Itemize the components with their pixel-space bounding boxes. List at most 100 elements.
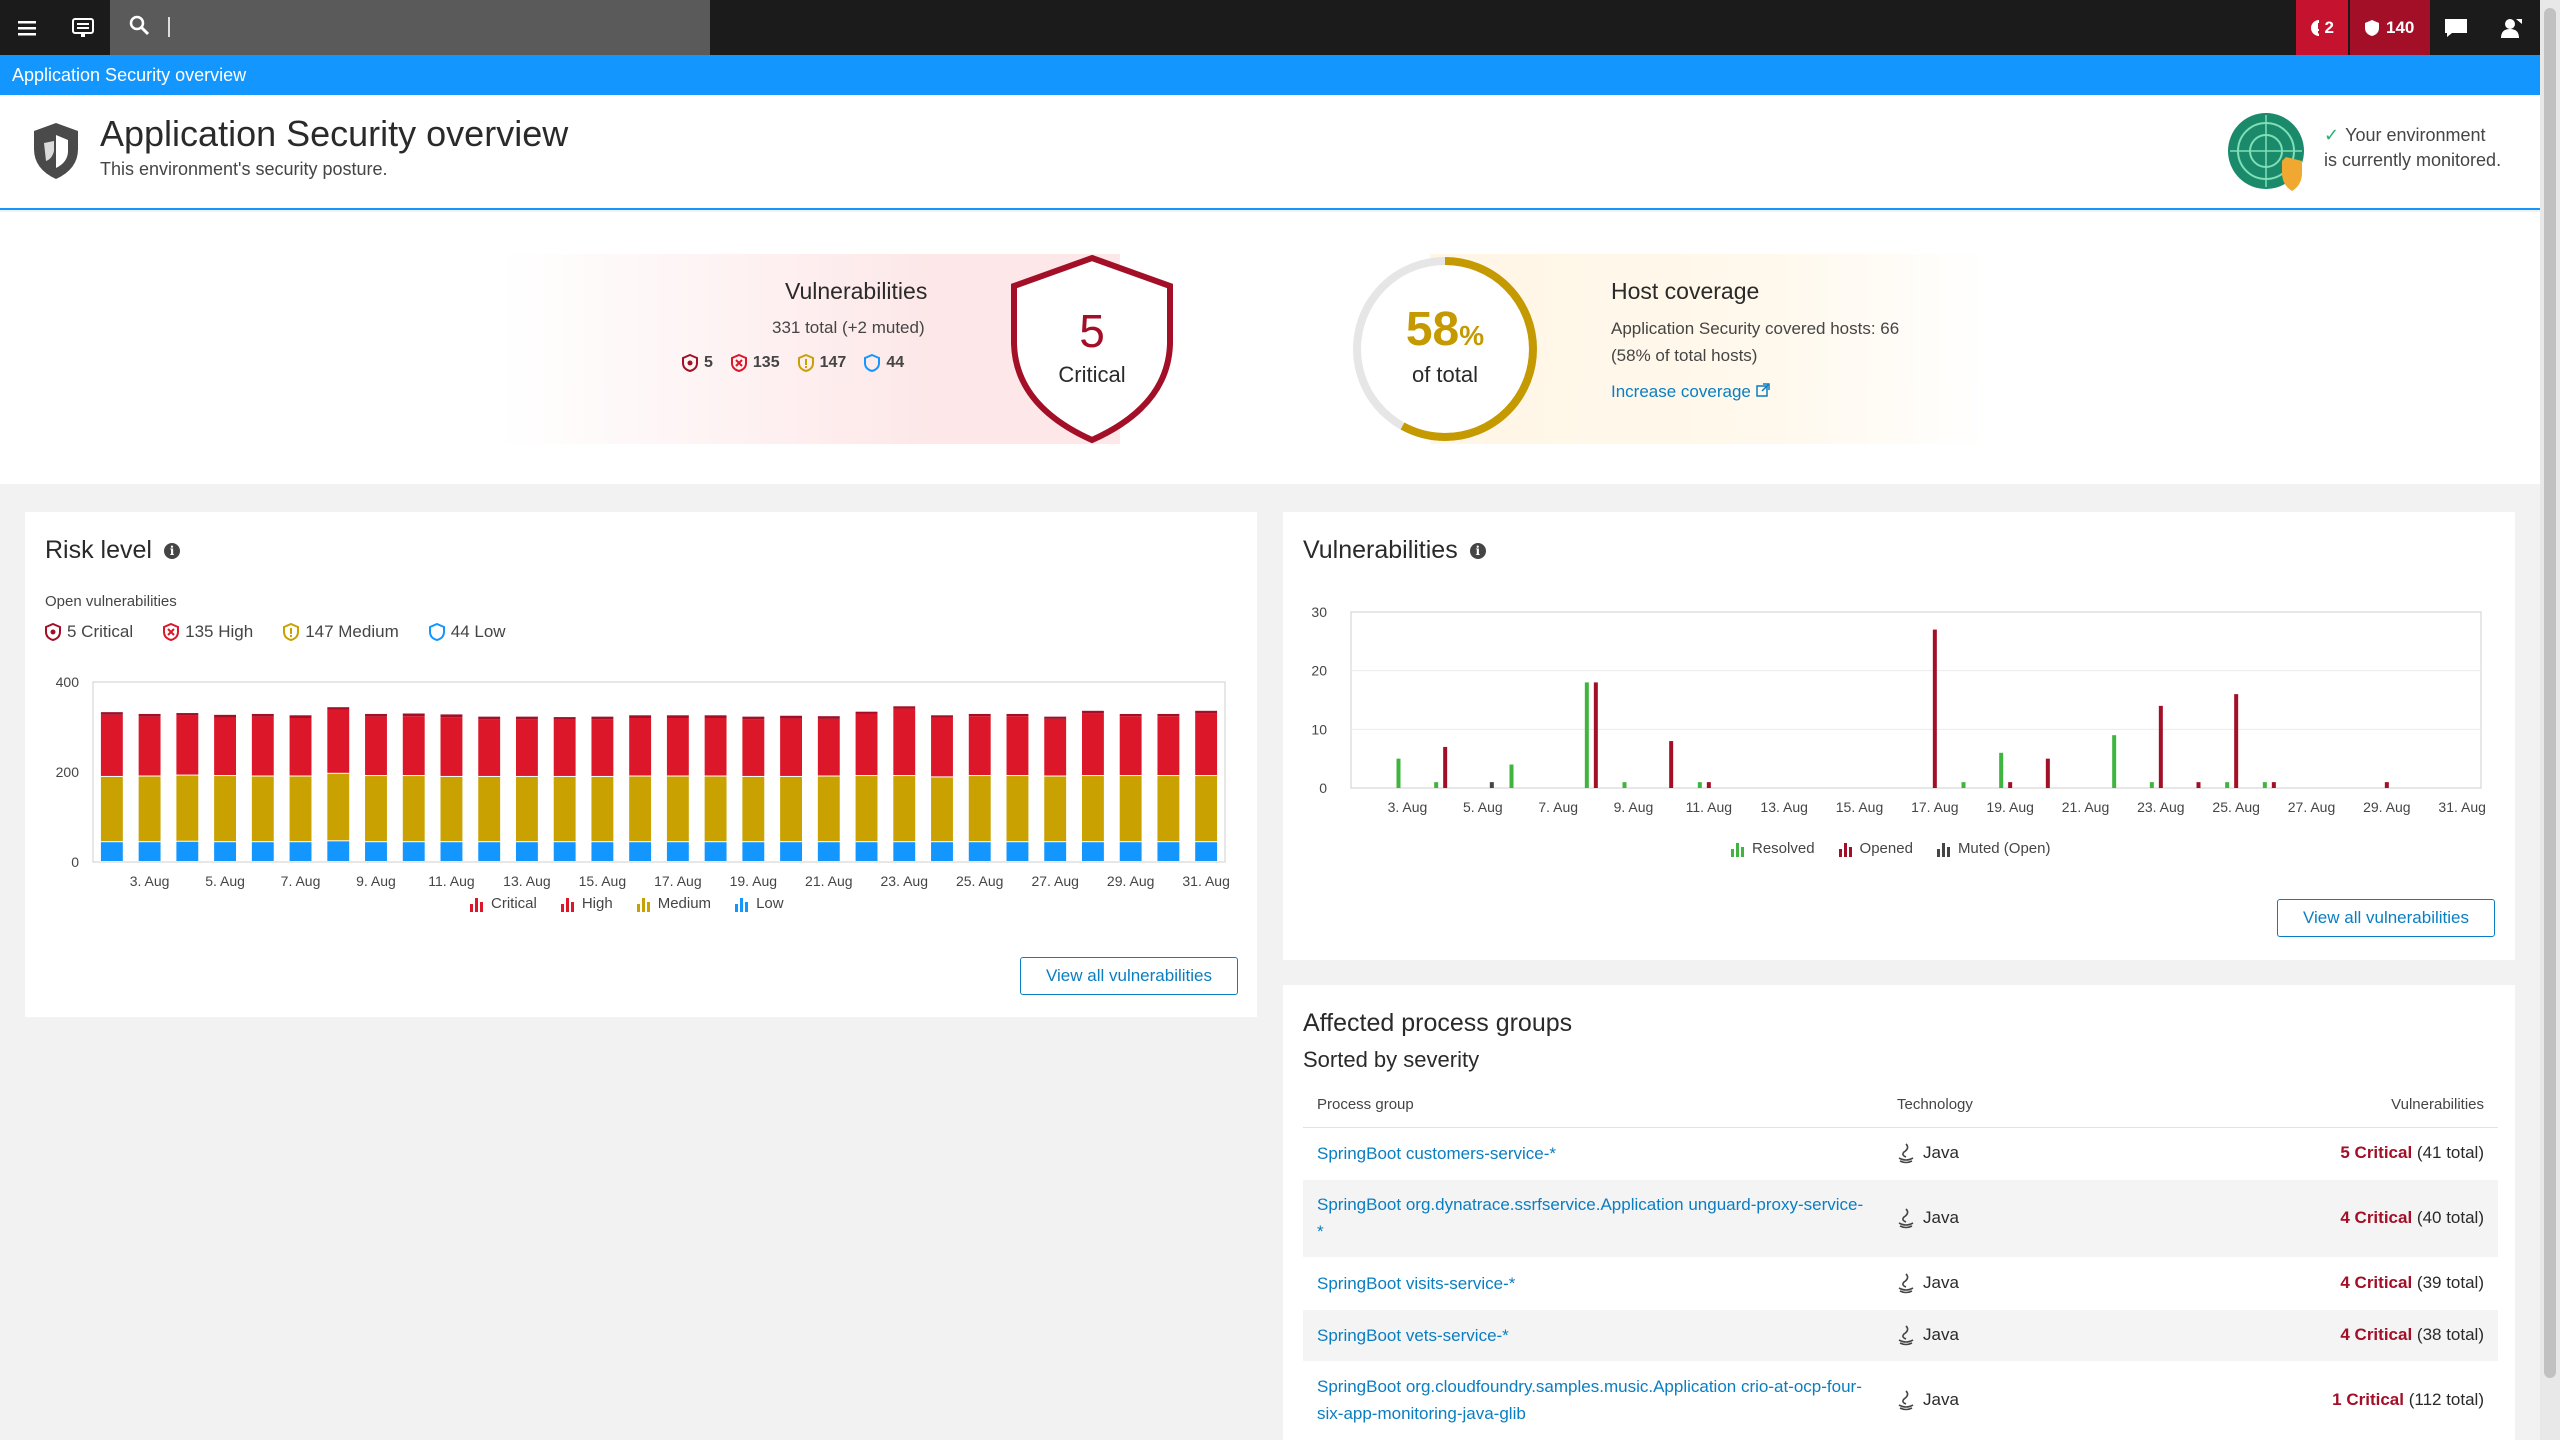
bar-opened [2045, 758, 2050, 788]
java-icon [1898, 1208, 1914, 1229]
problems-badge[interactable]: 2 [2296, 0, 2348, 55]
legend-low-label: Low [756, 895, 784, 912]
bar-low [742, 842, 765, 861]
medium-count[interactable]: 147 [797, 354, 846, 372]
bar-critical [365, 713, 387, 717]
bar-medium [440, 776, 463, 842]
bar-medium [251, 776, 274, 842]
total-count-cell: (39 total) [2416, 1273, 2484, 1292]
bar-low [629, 842, 652, 861]
info-icon[interactable]: i [163, 542, 180, 559]
col-process-group[interactable]: Process group [1303, 1083, 1883, 1128]
x-tick-label: 31. Aug [2438, 799, 2486, 815]
bar-critical [1006, 713, 1029, 717]
col-vulnerabilities[interactable]: Vulnerabilities [2183, 1083, 2498, 1128]
bar-resolved [2262, 782, 2267, 788]
col-technology[interactable]: Technology [1883, 1083, 2183, 1128]
process-group-link[interactable]: SpringBoot customers-service-* [1317, 1143, 1557, 1163]
bar-opened [2234, 694, 2239, 788]
legend-high-label: High [581, 895, 613, 912]
affected-process-groups-card: Affected process groups Sorted by severi… [1283, 985, 2515, 1440]
bar-low [666, 842, 689, 861]
bar-high [1081, 713, 1104, 776]
bar-low [1157, 842, 1180, 861]
bar-high [1195, 713, 1218, 776]
critical-count-cell: 4 Critical [2340, 1208, 2413, 1227]
critical-count[interactable]: 5 [682, 354, 713, 372]
risk-sev-high-label: 135 High [185, 622, 254, 641]
low-count[interactable]: 44 [864, 354, 904, 372]
bar-medium [289, 776, 312, 842]
bar-medium [515, 776, 538, 842]
table-row: SpringBoot org.dynatrace.ssrfservice.App… [1303, 1179, 2498, 1258]
coverage-of-total: of total [1411, 362, 1479, 387]
bar-muted-open [1489, 782, 1494, 788]
bar-critical [251, 713, 274, 717]
bar-medium [1081, 776, 1104, 842]
search-icon [128, 14, 150, 41]
java-icon [1898, 1273, 1914, 1294]
java-icon [1898, 1325, 1914, 1346]
scrollbar[interactable] [2540, 0, 2560, 1440]
legend-opened[interactable]: Opened [1838, 840, 1913, 857]
legend-muted[interactable]: Muted (Open) [1936, 840, 2050, 857]
technology-label: Java [1923, 1143, 1959, 1162]
bar-critical [742, 716, 765, 720]
bar-medium [327, 773, 350, 841]
bar-resolved [1509, 764, 1514, 788]
bar-medium [704, 776, 727, 842]
bar-high [327, 709, 350, 773]
summary-vuln-title: Vulnerabilities [785, 278, 928, 304]
low-shield-icon [864, 354, 881, 372]
notebook-icon[interactable] [55, 0, 110, 55]
chat-icon[interactable] [2428, 0, 2483, 55]
menu-icon[interactable] [0, 0, 55, 55]
bar-low [515, 842, 538, 861]
process-group-link[interactable]: SpringBoot vets-service-* [1317, 1325, 1509, 1345]
process-group-link[interactable]: SpringBoot org.dynatrace.ssrfservice.App… [1317, 1195, 1864, 1241]
security-badge[interactable]: 140 [2350, 0, 2430, 55]
bar-high [780, 718, 803, 776]
vulnerabilities-chart[interactable]: 0 10 20 30 3. Aug 5. Aug 7. Aug 9. Aug 11. Aug 13… [1283, 602, 2515, 832]
view-all-vulnerabilities-button[interactable]: View all vulnerabilities [1020, 957, 1238, 995]
bar-high [968, 716, 991, 776]
bar-high [515, 719, 538, 776]
critical-shield-icon [45, 623, 61, 641]
legend-medium-label: Medium [657, 895, 712, 912]
legend-medium[interactable]: Medium [636, 895, 712, 912]
bar-medium [855, 776, 878, 842]
x-tick-label: 9. Aug [1614, 799, 1654, 815]
bar-critical [214, 714, 237, 718]
legend-opened-label: Opened [1859, 840, 1913, 857]
legend-high[interactable]: High [560, 895, 613, 912]
page-title: Application Security overview [100, 113, 569, 154]
high-count[interactable]: 135 [730, 354, 780, 372]
view-all-vulnerabilities-button[interactable]: View all vulnerabilities [2277, 899, 2495, 937]
bar-medium [666, 776, 689, 842]
problems-count: 2 [2324, 17, 2334, 37]
process-group-link[interactable]: SpringBoot org.cloudfoundry.samples.musi… [1317, 1377, 1862, 1423]
x-tick-label: 29. Aug [1107, 873, 1155, 889]
search-input[interactable] [110, 0, 710, 55]
total-count-cell: (41 total) [2416, 1143, 2484, 1162]
monitored-line1: Your environment [2345, 125, 2486, 145]
bar-opened [2271, 782, 2276, 788]
low-count-value: 44 [886, 354, 905, 371]
technology-label: Java [1923, 1325, 1959, 1344]
legend-low[interactable]: Low [735, 895, 784, 912]
risk-level-chart[interactable]: 0 200 400 3. Aug 5. Aug 7. Aug 9. Aug 11. Aug 13… [25, 652, 1257, 912]
check-icon: ✓ [2324, 125, 2340, 145]
bar-low [553, 842, 576, 861]
critical-count-cell: 1 Critical [2332, 1390, 2404, 1409]
scrollbar-thumb[interactable] [2544, 8, 2556, 1378]
process-group-link[interactable]: SpringBoot visits-service-* [1317, 1273, 1516, 1293]
info-icon[interactable]: i [1469, 542, 1486, 559]
legend-critical[interactable]: Critical [470, 895, 537, 912]
user-icon[interactable] [2484, 0, 2539, 55]
increase-coverage-link[interactable]: Increase coverage [1611, 382, 1770, 402]
bars-icon [470, 898, 483, 912]
legend-resolved[interactable]: Resolved [1731, 840, 1815, 857]
bar-opened [2008, 782, 2013, 788]
bars-icon [636, 898, 650, 912]
bar-critical [855, 711, 878, 714]
